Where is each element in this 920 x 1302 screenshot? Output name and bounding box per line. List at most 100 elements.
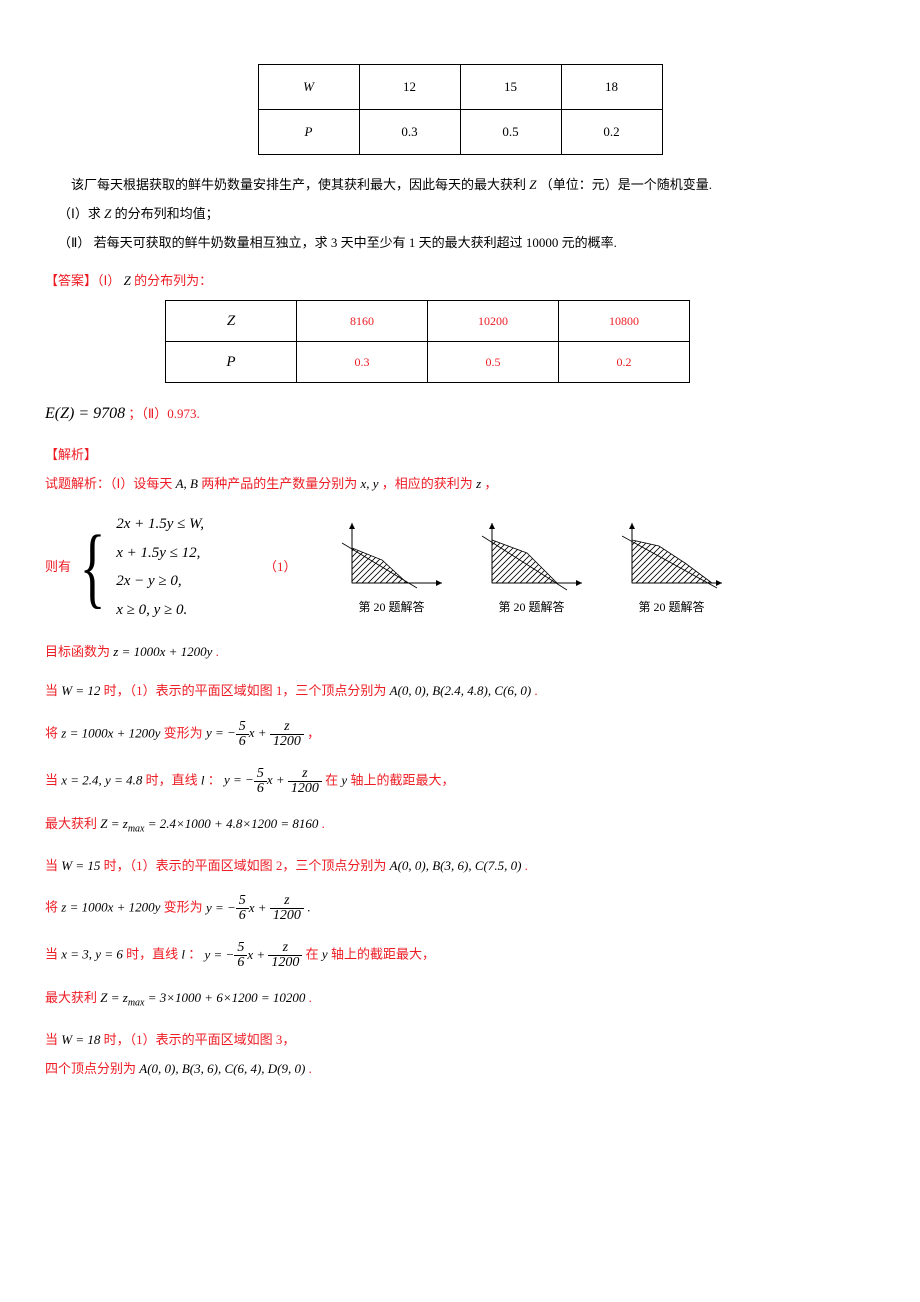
math: z = 1000x + 1200y — [61, 900, 160, 915]
wp-cell: 0.2 — [561, 110, 662, 155]
zz: Z = z — [100, 816, 128, 831]
var-z: Z — [529, 177, 536, 192]
w12-optimal-line: 当 x = 2.4, y = 4.8 时，直线 l ： y = −56x + z… — [45, 767, 875, 796]
var-ab: A, B — [176, 476, 198, 491]
num: 5 — [236, 894, 249, 909]
label: 【答案】 — [45, 273, 97, 288]
z-cell: P — [166, 342, 297, 383]
figure-2: 第 20 题解答 — [477, 518, 587, 617]
math: Z = zmax = 2.4×1000 + 4.8×1200 = 8160 — [100, 816, 318, 831]
var-xy: x, y — [361, 476, 379, 491]
text: 目标函数为 — [45, 644, 113, 659]
transform-line-2: 将 z = 1000x + 1200y 变形为 y = −56x + z1200… — [45, 894, 875, 923]
lhs: y = − — [206, 725, 236, 740]
var-z-lower: z — [476, 476, 481, 491]
fig-caption: 第 20 题解答 — [617, 598, 727, 617]
math: x = 2.4, y = 4.8 — [61, 772, 142, 787]
constraint-line: 2x + 1.5y ≤ W, — [116, 510, 204, 539]
den: 1200 — [288, 782, 322, 796]
vertices: A(0, 0), B(3, 6), C(7.5, 0) — [390, 858, 522, 873]
text: . — [309, 1061, 312, 1076]
text: 轴上的截距最大， — [331, 947, 435, 962]
figure-1: 第 20 题解答 — [337, 518, 447, 617]
text: 时，（1）表示的平面区域如图 1，三个顶点分别为 — [104, 683, 390, 698]
text: 时，（1）表示的平面区域如图 3， — [104, 1032, 296, 1047]
text: 时，直线 — [126, 947, 181, 962]
wp-cell: 15 — [460, 65, 561, 110]
text: 变形为 — [164, 900, 206, 915]
text: 将 — [45, 900, 61, 915]
mid: x + — [249, 900, 270, 915]
region-chart-icon — [337, 518, 447, 596]
den: 1200 — [270, 735, 304, 749]
transform-eq: y = −56x + z1200 — [206, 725, 307, 740]
var-y: y — [341, 772, 347, 787]
analysis-intro: 试题解析：（Ⅰ）设每天 A, B 两种产品的生产数量分别为 x, y ，相应的获… — [45, 474, 875, 495]
wp-cell: 18 — [561, 65, 662, 110]
text: （Ⅰ） — [97, 273, 124, 288]
text: ， — [484, 476, 497, 491]
text: ： — [208, 772, 224, 787]
var-l: l — [181, 947, 185, 962]
sub: max — [128, 998, 145, 1009]
wp-table: W 12 15 18 P 0.3 0.5 0.2 — [258, 64, 663, 155]
num: z — [270, 720, 304, 735]
line-eq: y = −56x + z1200 — [205, 947, 306, 962]
question-1: （Ⅰ）求 Z 的分布列和均值； — [45, 204, 875, 225]
text: ： — [188, 947, 204, 962]
text: 时，直线 — [146, 772, 201, 787]
w15-optimal-line: 当 x = 3, y = 6 时，直线 l ： y = −56x + z1200… — [45, 941, 875, 970]
fig-caption: 第 20 题解答 — [337, 598, 447, 617]
text: 的分布列为： — [131, 273, 212, 288]
w15-max-line: 最大获利 Z = zmax = 3×1000 + 6×1200 = 10200 … — [45, 988, 875, 1012]
wp-cell: 12 — [359, 65, 460, 110]
text: 最大获利 — [45, 816, 100, 831]
w18-vertices-line: 四个顶点分别为 A(0, 0), B(3, 6), C(6, 4), D(9, … — [45, 1059, 875, 1080]
text: 轴上的截距最大， — [350, 772, 454, 787]
transform-eq: y = −56x + z1200 — [206, 900, 307, 915]
var-l: l — [201, 772, 205, 787]
num: z — [288, 767, 322, 782]
math: W = 12 — [61, 683, 100, 698]
sub: max — [128, 824, 145, 835]
text: 在 — [306, 947, 322, 962]
wp-cell: W — [258, 65, 359, 110]
zz: Z = z — [100, 990, 128, 1005]
text: （单位：元）是一个随机变量. — [540, 177, 712, 192]
analysis-heading: 【解析】 — [45, 445, 875, 466]
math: Z = zmax = 3×1000 + 6×1200 = 10200 — [100, 990, 305, 1005]
text: 变形为 — [164, 725, 206, 740]
line-eq: y = −56x + z1200 — [224, 772, 325, 787]
num: z — [270, 894, 304, 909]
vertices: A(0, 0), B(2.4, 4.8), C(6, 0) — [390, 683, 532, 698]
calc: = 2.4×1000 + 4.8×1200 = 8160 — [145, 816, 319, 831]
constraint-system-row: 则有 { 2x + 1.5y ≤ W, x + 1.5y ≤ 12, 2x − … — [45, 510, 875, 624]
text: ， — [307, 725, 320, 740]
z-cell: 0.5 — [428, 342, 559, 383]
expected-value: E(Z) = 9708 — [45, 405, 125, 422]
text: . — [309, 990, 312, 1005]
text: 当 — [45, 858, 61, 873]
wp-cell: P — [258, 110, 359, 155]
transform-line-1: 将 z = 1000x + 1200y 变形为 y = −56x + z1200… — [45, 720, 875, 749]
w12-region-line: 当 W = 12 时，（1）表示的平面区域如图 1，三个顶点分别为 A(0, 0… — [45, 681, 875, 702]
text: 最大获利 — [45, 990, 100, 1005]
text: 试题解析：（Ⅰ）设每天 — [45, 476, 176, 491]
text: 当 — [45, 947, 61, 962]
text: （Ⅰ）求 — [58, 206, 104, 221]
var-z: Z — [104, 206, 111, 221]
num: z — [268, 941, 302, 956]
text: 四个顶点分别为 — [45, 1061, 139, 1076]
constraint-line: x ≥ 0, y ≥ 0. — [116, 596, 204, 625]
math: x = 3, y = 6 — [61, 947, 123, 962]
text: ，相应的获利为 — [382, 476, 476, 491]
text: . — [216, 644, 219, 659]
math: z = 1000x + 1200y — [61, 725, 160, 740]
z-cell: 0.2 — [559, 342, 690, 383]
num: 5 — [234, 941, 247, 956]
lhs: y = − — [206, 900, 236, 915]
z-cell: 10800 — [559, 301, 690, 342]
text: . — [322, 816, 325, 831]
z-cell: Z — [166, 301, 297, 342]
expected-value-line: E(Z) = 9708 ；（Ⅱ）0.973. — [45, 401, 875, 427]
